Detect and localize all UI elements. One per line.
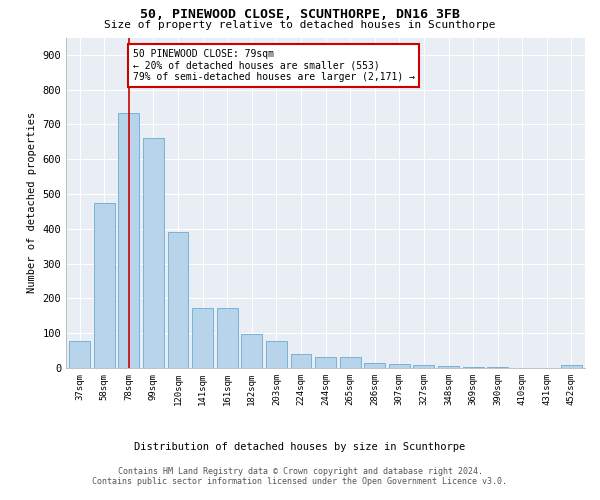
Text: Contains public sector information licensed under the Open Government Licence v3: Contains public sector information licen…: [92, 477, 508, 486]
Text: Distribution of detached houses by size in Scunthorpe: Distribution of detached houses by size …: [134, 442, 466, 452]
Bar: [69, 341, 90, 368]
Bar: [94, 202, 115, 368]
Bar: [266, 341, 287, 368]
Bar: [463, 367, 484, 368]
Y-axis label: Number of detached properties: Number of detached properties: [27, 112, 37, 294]
Bar: [217, 308, 238, 368]
Bar: [487, 367, 508, 368]
Text: Size of property relative to detached houses in Scunthorpe: Size of property relative to detached ho…: [104, 20, 496, 30]
Bar: [364, 364, 385, 368]
Bar: [561, 365, 582, 368]
Bar: [241, 334, 262, 368]
Bar: [340, 358, 361, 368]
Bar: [192, 308, 213, 368]
Bar: [389, 364, 410, 368]
Text: Contains HM Land Registry data © Crown copyright and database right 2024.: Contains HM Land Registry data © Crown c…: [118, 467, 482, 476]
Bar: [143, 138, 164, 368]
Bar: [290, 354, 311, 368]
Text: 50, PINEWOOD CLOSE, SCUNTHORPE, DN16 3FB: 50, PINEWOOD CLOSE, SCUNTHORPE, DN16 3FB: [140, 8, 460, 20]
Bar: [438, 366, 459, 368]
Bar: [413, 365, 434, 368]
Bar: [315, 358, 336, 368]
Text: 50 PINEWOOD CLOSE: 79sqm
← 20% of detached houses are smaller (553)
79% of semi-: 50 PINEWOOD CLOSE: 79sqm ← 20% of detach…: [133, 48, 415, 82]
Bar: [167, 232, 188, 368]
Bar: [118, 113, 139, 368]
